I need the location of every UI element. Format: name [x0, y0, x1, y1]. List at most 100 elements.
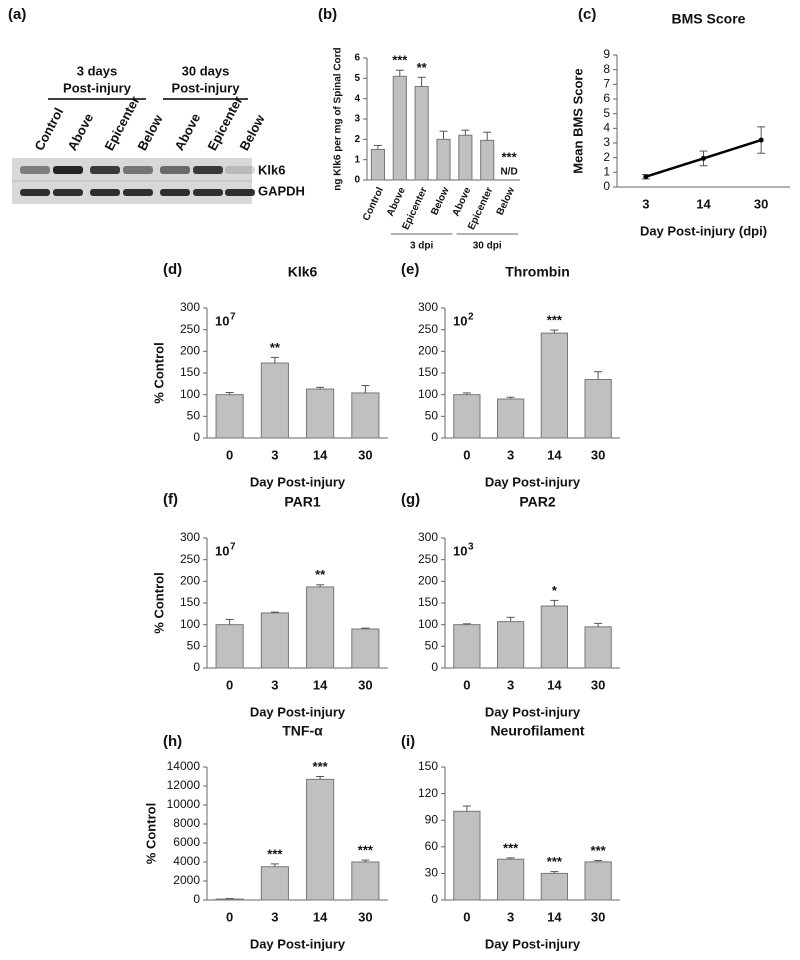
panel-label: (c): [578, 6, 596, 23]
y-tick-label: 0: [603, 179, 610, 193]
scale-note: 10: [453, 313, 467, 328]
y-axis-label: ng Klk6 per mg of Spinal Cord: [333, 47, 344, 190]
group-label: 3 dpi: [410, 241, 434, 252]
bar: [453, 394, 481, 439]
y-tick-label: 3: [354, 114, 360, 125]
band: [53, 189, 83, 196]
y-tick-label: 1: [603, 165, 610, 179]
point: [643, 174, 649, 180]
y-tick-label: 30: [425, 866, 439, 880]
y-tick-label: 4: [603, 121, 610, 135]
x-tick-label: 3: [642, 196, 649, 211]
y-tick-label: 9: [603, 47, 610, 61]
x-tick-label: 30: [358, 447, 372, 462]
band: [90, 166, 120, 174]
y-tick-label: 5: [603, 106, 610, 120]
x-tick-label: 3: [507, 677, 514, 692]
band-label: Klk6: [258, 162, 285, 177]
scale-note-exponent: 7: [230, 312, 236, 323]
y-tick-label: 100: [418, 387, 438, 401]
y-tick-label: 300: [418, 300, 438, 314]
x-tick-label: 14: [696, 196, 711, 211]
y-tick-label: 150: [180, 595, 200, 609]
scale-note: 10: [215, 313, 229, 328]
bar: [584, 626, 612, 669]
scale-note: 10: [215, 543, 229, 558]
x-tick-label: 3: [271, 447, 278, 462]
y-tick-label: 0: [193, 430, 200, 444]
bar: [584, 379, 612, 439]
y-tick-label: 0: [193, 892, 200, 906]
x-tick-label: 30: [591, 447, 605, 462]
chart-title: PAR2: [519, 494, 556, 510]
y-tick-label: 8: [603, 62, 610, 76]
chart-title: Neurofilament: [490, 723, 584, 739]
y-tick-label: 5: [354, 73, 360, 84]
y-tick-label: 50: [425, 409, 439, 423]
group-label: Post-injury: [172, 80, 241, 95]
x-tick-label: 30: [358, 909, 372, 924]
y-tick-label: 0: [431, 430, 438, 444]
y-tick-label: 50: [187, 409, 201, 423]
y-tick-label: 150: [418, 759, 438, 773]
y-tick-label: 200: [418, 574, 438, 588]
group-label: Post-injury: [63, 80, 132, 95]
y-tick-label: 90: [425, 812, 439, 826]
y-tick-label: 12000: [167, 778, 201, 792]
panel-label: (d): [163, 261, 182, 278]
band: [20, 189, 50, 196]
y-tick-label: 300: [180, 300, 200, 314]
band: [53, 166, 83, 174]
bar: [453, 624, 481, 669]
significance: **: [270, 340, 281, 355]
x-tick-label: 30: [591, 909, 605, 924]
y-tick-label: 150: [418, 595, 438, 609]
band: [160, 189, 190, 196]
bar: [414, 85, 429, 181]
significance: ***: [501, 149, 517, 164]
x-tick-label: 3: [507, 909, 514, 924]
bar: [392, 75, 407, 181]
y-axis-label: % Control: [151, 572, 166, 633]
bar: [480, 139, 495, 181]
y-tick-label: 100: [180, 387, 200, 401]
x-tick-label: 0: [226, 447, 233, 462]
y-tick-label: 150: [180, 365, 200, 379]
panel-label: (e): [401, 261, 419, 278]
scale-note-exponent: 3: [468, 542, 474, 553]
y-tick-label: 7: [603, 77, 610, 91]
significance: ***: [591, 843, 607, 858]
significance: ***: [547, 313, 563, 328]
scale-note-exponent: 2: [468, 312, 474, 323]
x-tick-label: 0: [226, 677, 233, 692]
bar: [215, 898, 244, 901]
group-label: 30 dpi: [473, 241, 502, 252]
panel-label: (b): [318, 6, 337, 23]
x-tick-label: 0: [226, 909, 233, 924]
bar: [260, 612, 289, 669]
x-tick-label: 3: [271, 909, 278, 924]
y-axis-label: % Control: [151, 342, 166, 403]
chart-title: Klk6: [288, 264, 318, 280]
y-tick-label: 100: [418, 617, 438, 631]
y-tick-label: 2: [603, 150, 610, 164]
y-tick-label: 1: [354, 154, 360, 165]
x-axis-label: Day Post-injury: [485, 936, 581, 951]
y-tick-label: 6: [354, 53, 360, 64]
bar: [497, 621, 525, 669]
significance: *: [552, 583, 558, 598]
x-axis-label: Day Post-injury: [250, 704, 346, 719]
x-tick-label: 30: [591, 677, 605, 692]
band: [160, 166, 190, 174]
x-axis-label: Day Post-injury: [485, 474, 581, 489]
band: [20, 166, 50, 174]
y-tick-label: 120: [418, 786, 438, 800]
bar: [540, 872, 568, 901]
band: [123, 189, 153, 196]
x-tick-label: 30: [358, 677, 372, 692]
significance: ***: [313, 759, 329, 774]
point: [701, 155, 706, 161]
group-label: 3 days: [77, 63, 117, 78]
y-tick-label: 10000: [167, 797, 201, 811]
band-label: GAPDH: [258, 183, 305, 198]
